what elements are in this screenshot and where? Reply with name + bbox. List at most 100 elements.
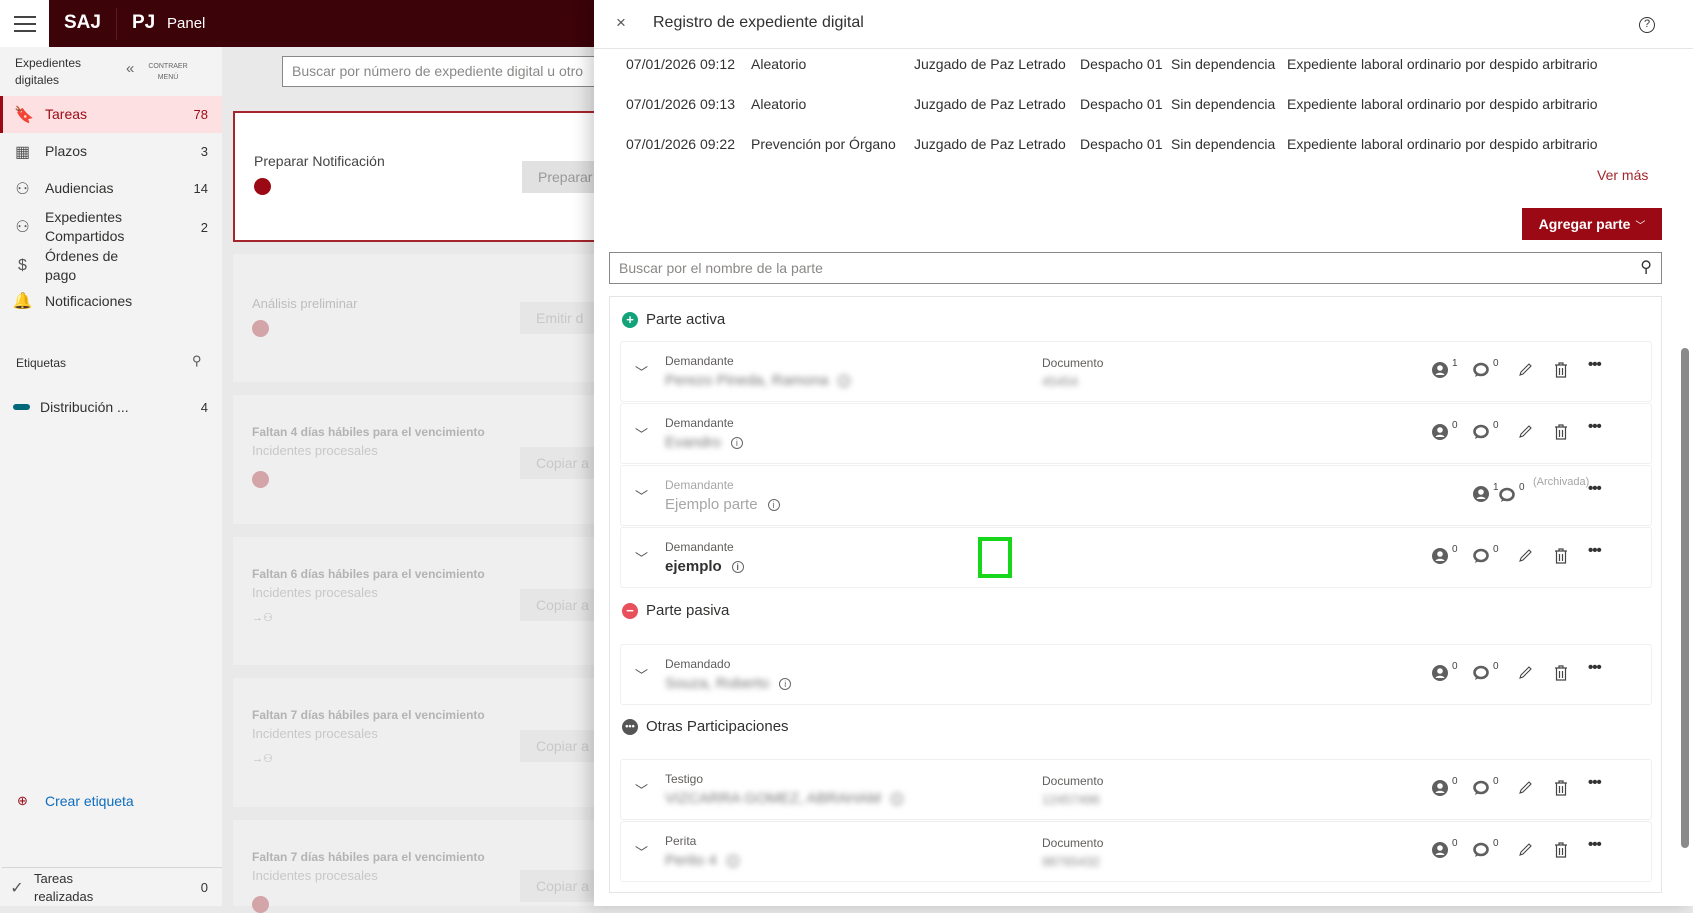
sidebar: Expedientes digitales « CONTRAER MENÚ 🔖 … [0, 47, 222, 906]
party-card[interactable]: ﹀ Demandado Souza, Roberto i 0 0 ••• [620, 644, 1652, 705]
sidebar-item-4[interactable]: $ Órdenes de pago [0, 248, 222, 284]
edit-pencil-icon[interactable] [1517, 665, 1533, 686]
info-icon[interactable]: i [731, 561, 744, 574]
plus-circle-icon: + [622, 311, 638, 328]
sidebar-item-3[interactable]: ⚇ Expedientes Compartidos 2 [0, 207, 222, 247]
edit-pencil-icon[interactable] [1517, 842, 1533, 863]
task-card[interactable]: Faltan 4 días hábiles para el vencimient… [233, 395, 620, 524]
party-role: Demandante [665, 354, 734, 368]
search-tags-icon[interactable]: ⚲ [192, 353, 202, 368]
checkmark-icon: ✓ [10, 879, 24, 897]
history-cell: Despacho 01 [1080, 96, 1163, 112]
sidebar-item-5[interactable]: 🔔 Notificaciones [0, 287, 222, 315]
delete-trash-icon[interactable] [1554, 780, 1568, 801]
edit-pencil-icon[interactable] [1517, 362, 1533, 383]
person-count-icon [1473, 486, 1489, 507]
chevron-down-icon[interactable]: ﹀ [635, 845, 649, 860]
person-count-icon [1432, 548, 1448, 569]
chevron-down-icon[interactable]: ﹀ [635, 668, 649, 683]
delete-trash-icon[interactable] [1554, 548, 1568, 569]
task-title: Faltan 6 días hábiles para el vencimient… [252, 567, 485, 581]
chevron-down-icon[interactable]: ﹀ [635, 427, 649, 442]
comment-count-icon [1499, 487, 1515, 508]
more-options-icon[interactable]: ••• [1588, 418, 1602, 435]
scrollbar-thumb[interactable] [1681, 348, 1689, 848]
party-card[interactable]: ﹀ Testigo VIZCARRA GOMEZ, ABRAHAM i Docum… [620, 759, 1652, 820]
person-count-icon [1432, 424, 1448, 445]
delete-trash-icon[interactable] [1554, 665, 1568, 686]
collapse-menu-button[interactable]: CONTRAER MENÚ [148, 63, 188, 81]
history-cell: Despacho 01 [1080, 136, 1163, 152]
person-count-icon [1432, 362, 1448, 383]
sidebar-item-count: 3 [200, 144, 208, 159]
info-icon[interactable]: i [730, 437, 743, 450]
tag-label: Distribución ... [40, 399, 129, 415]
chevron-down-icon[interactable]: ﹀ [635, 551, 649, 566]
task-card[interactable]: Análisis preliminar Emitir d [233, 254, 620, 382]
create-tag-link[interactable]: ⊕ Crear etiqueta [0, 791, 222, 811]
done-tasks-item[interactable]: ✓ Tareas realizadas 0 [0, 869, 222, 906]
people-icon: ⚇ [15, 180, 30, 198]
party-role: Demandante [665, 478, 734, 492]
sidebar-item-label: Tareas [45, 106, 88, 122]
chevron-down-icon[interactable]: ﹀ [635, 783, 649, 798]
sidebar-item-0[interactable]: 🔖 Tareas 78 [0, 96, 222, 133]
help-icon[interactable]: ? [1639, 17, 1655, 33]
party-card[interactable]: ﹀ Demandante Perezo Pineda, Ramona i Docu… [620, 341, 1652, 402]
expediente-search-input[interactable]: Buscar por número de expediente digital … [282, 56, 612, 87]
info-icon[interactable]: i [838, 375, 851, 388]
edit-pencil-icon[interactable] [1517, 780, 1533, 801]
delete-trash-icon[interactable] [1554, 424, 1568, 445]
task-card[interactable]: Faltan 7 días hábiles para el vencimient… [233, 820, 620, 913]
history-cell: Prevención por Órgano [751, 136, 896, 152]
more-options-icon[interactable]: ••• [1588, 659, 1602, 676]
party-card[interactable]: ﹀ Demandante Evandro i 0 0 ••• [620, 403, 1652, 464]
party-card[interactable]: ﹀ Demandante ejemplo i 0 0 ••• [620, 527, 1652, 588]
ver-mas-link[interactable]: Ver más [1597, 167, 1649, 183]
more-options-icon[interactable]: ••• [1588, 542, 1602, 559]
history-cell: Expediente laboral ordinario por despido… [1287, 56, 1598, 72]
comment-count-icon [1473, 665, 1489, 686]
divider [2, 867, 222, 868]
comment-count-icon [1473, 362, 1489, 383]
party-search-input[interactable]: Buscar por el nombre de la parte ⚲ [609, 252, 1662, 284]
add-party-button[interactable]: Agregar parte ﹀ [1522, 208, 1662, 240]
info-icon[interactable]: i [726, 855, 739, 868]
divider [116, 8, 117, 40]
info-icon[interactable]: i [767, 499, 780, 512]
search-icon[interactable]: ⚲ [1640, 259, 1652, 276]
more-options-icon[interactable]: ••• [1588, 480, 1602, 497]
comment-count: 0 [1493, 544, 1499, 555]
party-card[interactable]: ﹀ Demandante Ejemplo parte i 1 0 (Archiva… [620, 465, 1652, 526]
sidebar-item-2[interactable]: ⚇ Audiencias 14 [0, 172, 222, 205]
info-icon[interactable]: i [779, 678, 792, 691]
chevron-down-icon[interactable]: ﹀ [635, 489, 649, 504]
more-options-icon[interactable]: ••• [1588, 356, 1602, 373]
delete-trash-icon[interactable] [1554, 842, 1568, 863]
sidebar-item-1[interactable]: ▦ Plazos 3 [0, 135, 222, 168]
status-dot-icon [252, 896, 269, 913]
task-card[interactable]: Preparar Notificación Preparar [233, 111, 622, 242]
info-icon[interactable]: i [890, 793, 903, 806]
delete-trash-icon[interactable] [1554, 362, 1568, 383]
task-card[interactable]: Faltan 6 días hábiles para el vencimient… [233, 537, 620, 665]
party-name: Souza, Roberto [665, 675, 770, 692]
tag-item[interactable]: Distribución ... 4 [0, 397, 222, 417]
more-options-icon[interactable]: ••• [1588, 836, 1602, 853]
collapse-chevrons-icon[interactable]: « [126, 60, 135, 77]
person-count: 1 [1493, 482, 1499, 493]
document-label: Documento [1042, 836, 1104, 850]
close-icon[interactable]: × [616, 13, 626, 32]
person-count-icon [1432, 842, 1448, 863]
task-card[interactable]: Faltan 7 días hábiles para el vencimient… [233, 678, 620, 807]
edit-pencil-icon[interactable] [1517, 548, 1533, 569]
chevron-down-icon[interactable]: ﹀ [635, 365, 649, 380]
hamburger-menu-icon[interactable] [0, 0, 49, 47]
edit-pencil-icon[interactable] [1517, 424, 1533, 445]
more-options-icon[interactable]: ••• [1588, 774, 1602, 791]
person-count: 0 [1452, 420, 1458, 431]
party-card[interactable]: ﹀ Perita Perito 4 i Documento 98765432 0 0… [620, 821, 1652, 882]
comment-count: 0 [1493, 838, 1499, 849]
party-role: Demandado [665, 657, 731, 671]
history-cell: Juzgado de Paz Letrado [914, 136, 1066, 152]
